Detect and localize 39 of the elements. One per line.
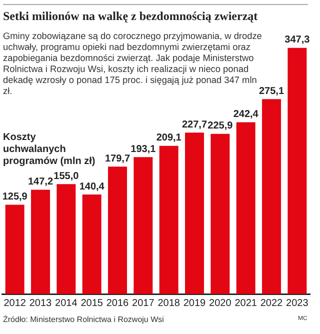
data-label: 155,0: [54, 170, 80, 182]
data-label: 125,9: [2, 192, 28, 203]
x-tick-label: 2012: [4, 298, 26, 309]
bar: [262, 99, 281, 294]
bar: [108, 166, 127, 294]
x-tick-label: 2015: [80, 298, 104, 309]
x-tick-label: 2020: [209, 298, 232, 309]
bar: [236, 122, 256, 294]
x-tick-label: 2018: [158, 298, 180, 309]
bar: [5, 204, 24, 294]
x-tick-label: 2022: [260, 298, 284, 309]
data-label: 242,4: [233, 108, 259, 120]
bar: [159, 146, 178, 294]
x-tick-label: 2019: [183, 298, 206, 309]
data-label: 347,3: [284, 34, 310, 46]
x-tick-label: 2014: [55, 298, 78, 309]
x-tick-label: 2017: [132, 298, 155, 309]
bar: [210, 134, 230, 294]
bar: [288, 48, 307, 294]
x-tick-label: 2021: [234, 298, 258, 309]
x-tick-label: 2013: [29, 298, 52, 309]
bar: [56, 184, 76, 294]
bar: [31, 190, 50, 294]
y-axis-title: Koszty uchwalanych programów (mln zł): [3, 132, 96, 168]
data-label: 179,7: [104, 153, 130, 164]
bar: [134, 157, 153, 294]
text: Źródło: Ministerstwo Rolnictwa i Rozwoju Wsi: [3, 315, 164, 324]
data-label: 147,2: [28, 176, 54, 188]
x-tick-label: 2023: [286, 298, 309, 309]
bar: [82, 194, 102, 294]
data-label: 227,7: [182, 119, 208, 130]
data-label: 140,4: [79, 181, 105, 192]
data-label: 209,1: [156, 132, 182, 144]
data-label: 225,9: [208, 120, 234, 132]
x-tick-label: 2016: [106, 298, 130, 309]
data-label: 193,1: [130, 144, 156, 155]
bar: [185, 132, 204, 294]
chart-title: Setki milionów na walkę z bezdomnością zwierząt: [3, 9, 258, 24]
data-label: 275,1: [258, 86, 284, 97]
